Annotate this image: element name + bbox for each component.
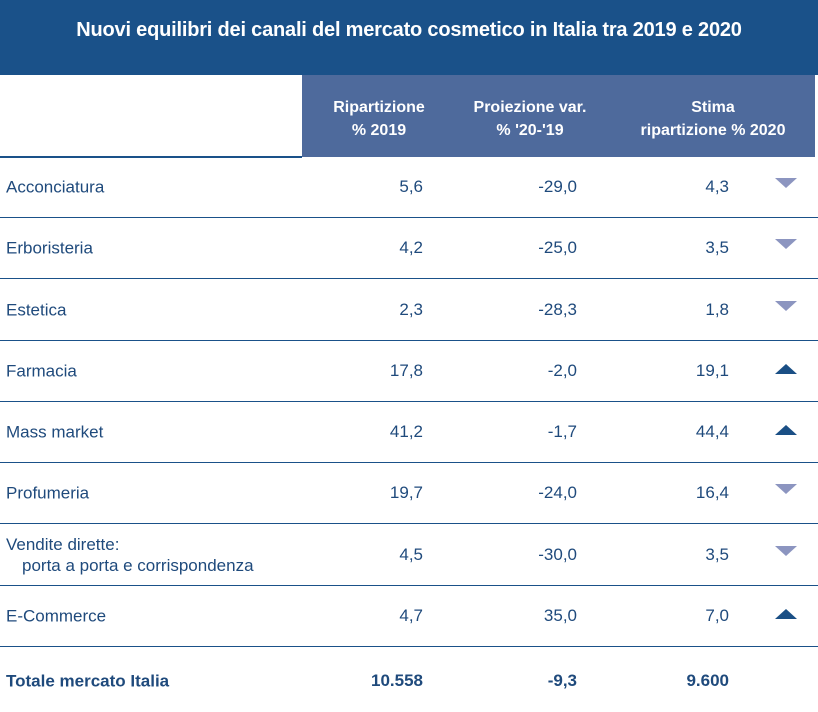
triangle-down-icon: [775, 484, 797, 495]
proiezione-var-cell: -2,0: [547, 360, 577, 380]
ripartizione-2019-cell: 5,6: [399, 177, 423, 196]
row-label-text: Mass market: [6, 422, 104, 442]
stima-2020-cell: 3,5: [705, 544, 729, 564]
ripartizione-2019-cell: 17,8: [389, 360, 423, 380]
table-row: Estetica 2,3 -28,3 1,8: [0, 280, 818, 341]
row-label: Erboristeria: [6, 238, 93, 259]
table-row: Mass market 41,2 -1,7 44,4: [0, 402, 818, 463]
ripartizione-2019-cell: 4,5: [399, 544, 423, 564]
stima-2020-cell: 19,1: [695, 360, 729, 380]
proiezione-var-cell: -30,0: [538, 544, 577, 564]
ripartizione-2019-cell: 19,7: [389, 483, 423, 503]
row-label: Profumeria: [6, 483, 89, 504]
table-title: Nuovi equilibri dei canali del mercato c…: [0, 0, 818, 75]
proiezione-var-cell: -25,0: [538, 238, 577, 258]
row-label-text: Profumeria: [6, 483, 90, 503]
header-line: % '20-'19: [496, 122, 564, 139]
ripartizione-2019-cell: 2,3: [399, 299, 423, 319]
header-line: Stima: [691, 99, 735, 116]
triangle-up-icon: [775, 608, 797, 619]
table-row: E-Commerce 4,7 35,0 7,0: [0, 586, 818, 647]
proiezione-var-cell: 35,0: [543, 605, 577, 625]
row-label-text: Erboristeria: [6, 238, 93, 258]
stima-2020-cell: 16,4: [695, 483, 729, 503]
total-label: Totale mercato Italia: [6, 671, 170, 690]
table-row: Acconciatura 5,6 -29,0 4,3: [0, 157, 818, 218]
header-line: ripartizione % 2020: [640, 122, 786, 139]
table-row: Erboristeria 4,2 -25,0 3,5: [0, 218, 818, 280]
header-line: % 2019: [351, 122, 407, 139]
triangle-down-icon: [775, 239, 797, 250]
proiezione-var-cell: -28,3: [538, 299, 577, 319]
row-label-text: Estetica: [6, 300, 67, 319]
row-label-text: Farmacia: [6, 361, 77, 381]
header-ripartizione-2019: Ripartizione % 2019: [318, 96, 440, 142]
total-stima-2020: 9.600: [686, 670, 729, 690]
total-ripartizione-2019: 10.558: [371, 670, 423, 690]
row-label: Vendite dirette: porta a porta e corrispo…: [6, 534, 254, 576]
total-row: Totale mercato Italia 10.558 -9,3 9.600: [0, 649, 818, 712]
row-label: Farmacia: [6, 360, 77, 381]
header-line: Ripartizione: [333, 99, 425, 116]
table-row: Vendite dirette: porta a porta e corrispo…: [0, 525, 818, 586]
table-row: Farmacia 17,8 -2,0 19,1: [0, 341, 818, 402]
stima-2020-cell: 44,4: [695, 422, 729, 441]
stima-2020-cell: 3,5: [705, 238, 729, 258]
triangle-down-icon: [775, 178, 797, 188]
ripartizione-2019-cell: 4,2: [399, 238, 423, 258]
header-stima-2020: Stima ripartizione % 2020: [620, 96, 806, 142]
total-proiezione-var: -9,3: [547, 670, 577, 690]
triangle-down-icon: [775, 545, 797, 556]
header-line: Proiezione var.: [473, 99, 587, 116]
proiezione-var-cell: -29,0: [538, 177, 577, 196]
proiezione-var-cell: -24,0: [538, 483, 577, 503]
row-label: E-Commerce: [6, 605, 106, 626]
stima-2020-cell: 7,0: [705, 605, 729, 625]
row-label-text: Acconciatura: [6, 177, 105, 197]
header-divider: [0, 156, 302, 158]
stima-2020-cell: 1,8: [705, 299, 729, 319]
triangle-up-icon: [775, 425, 797, 435]
header-proiezione-var: Proiezione var. % '20-'19: [455, 96, 605, 142]
ripartizione-2019-cell: 4,7: [399, 605, 423, 625]
ripartizione-2019-cell: 41,2: [389, 422, 423, 441]
table-row: Profumeria 19,7 -24,0 16,4: [0, 463, 818, 525]
row-sublabel: porta a porta e corrispondenza: [22, 555, 254, 575]
row-label-text: Vendite dirette:: [6, 534, 120, 554]
row-label-text: E-Commerce: [6, 606, 107, 626]
proiezione-var-cell: -1,7: [547, 422, 577, 441]
header-background: [302, 75, 815, 157]
triangle-up-icon: [775, 363, 797, 374]
row-label: Estetica: [6, 299, 66, 320]
stima-2020-cell: 4,3: [705, 177, 729, 196]
triangle-down-icon: [775, 300, 797, 311]
row-label: Mass market: [6, 422, 103, 443]
row-label: Acconciatura: [6, 177, 104, 198]
